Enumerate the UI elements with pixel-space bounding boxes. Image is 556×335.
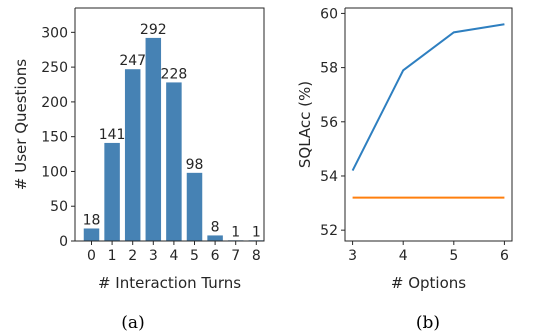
bar-label-2: 247 (119, 53, 146, 69)
bar-label-0: 18 (83, 212, 101, 228)
y-tick-label: 0 (59, 234, 68, 250)
y-tick-label: 52 (320, 223, 338, 239)
bar-0 (83, 228, 100, 241)
panel-b-x-axis-label: # Options (391, 274, 466, 292)
panel-b-frame (344, 7, 513, 242)
x-tick-label: 6 (500, 248, 509, 264)
x-tick-label: 2 (128, 248, 137, 264)
bar-2 (124, 69, 141, 242)
x-tick-label: 5 (190, 248, 199, 264)
y-tick-label: 60 (320, 6, 338, 22)
bar-label-4: 228 (161, 66, 188, 82)
bar-label-5: 98 (186, 157, 204, 173)
y-tick-label: 100 (41, 164, 68, 180)
bar-label-6: 8 (211, 219, 220, 235)
bar-3 (145, 37, 162, 241)
bar-label-8: 1 (252, 224, 261, 240)
x-tick-label: 4 (169, 248, 178, 264)
y-tick-label: 200 (41, 95, 68, 111)
panel-a-y-axis-label: # User Questions (12, 59, 30, 190)
bar-1 (104, 142, 120, 241)
bar-5 (186, 172, 203, 241)
panel-b-caption: (b) (416, 313, 440, 333)
y-tick-label: 54 (320, 169, 338, 185)
bar-label-1: 141 (99, 127, 126, 143)
bar-4 (166, 82, 182, 241)
panel-a-x-axis-label: # Interaction Turns (98, 274, 241, 292)
y-tick-label: 150 (41, 130, 68, 146)
y-tick-label: 300 (41, 25, 68, 41)
x-tick-label: 7 (231, 248, 240, 264)
x-tick-label: 6 (211, 248, 220, 264)
series-line-1 (351, 23, 505, 172)
panel-b-lines (351, 23, 505, 199)
x-tick-label: 3 (348, 248, 357, 264)
panel-a-frame (74, 7, 265, 242)
bar-label-7: 1 (231, 224, 240, 240)
x-tick-label: 1 (108, 248, 117, 264)
y-tick-label: 250 (41, 60, 68, 76)
x-tick-label: 3 (149, 248, 158, 264)
x-tick-label: 4 (399, 248, 408, 264)
y-tick-label: 58 (320, 61, 338, 77)
bar-label-3: 292 (140, 22, 167, 38)
panel-a-bars (83, 37, 265, 242)
y-tick-label: 50 (50, 199, 68, 215)
x-tick-label: 0 (87, 248, 96, 264)
x-tick-label: 5 (449, 248, 458, 264)
y-tick-label: 56 (320, 115, 338, 131)
panel-a-caption: (a) (121, 313, 144, 333)
bar-6 (207, 235, 223, 241)
x-tick-label: 8 (252, 248, 261, 264)
panel-b-y-axis-label: SQLAcc (%) (296, 81, 314, 168)
